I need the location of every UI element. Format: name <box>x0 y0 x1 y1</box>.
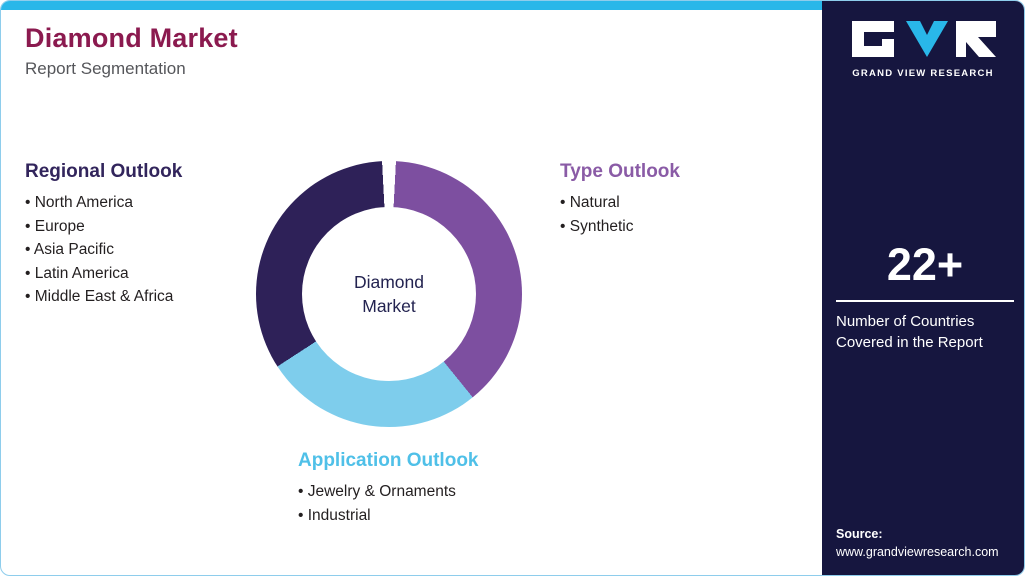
donut-center: Diamond Market <box>302 207 476 381</box>
header: Diamond Market Report Segmentation <box>25 23 238 79</box>
stat-value: 22+ <box>836 239 1014 302</box>
list-item: Europe <box>25 215 182 239</box>
brand-name: GRAND VIEW RESEARCH <box>852 68 994 79</box>
list-item: Latin America <box>25 262 182 286</box>
type-outlook-section: Type Outlook Natural Synthetic <box>560 161 680 238</box>
list-item: North America <box>25 191 182 215</box>
main-panel: Diamond Market Report Segmentation Regio… <box>1 1 822 575</box>
application-outlook-section: Application Outlook Jewelry & Ornaments … <box>298 450 479 527</box>
page-title: Diamond Market <box>25 23 238 53</box>
source-label: Source: <box>836 527 883 541</box>
countries-stat: 22+ Number of Countries Covered in the R… <box>836 239 1014 353</box>
sidebar: GRAND VIEW RESEARCH 22+ Number of Countr… <box>822 1 1024 575</box>
list-item: Middle East & Africa <box>25 285 182 309</box>
type-outlook-title: Type Outlook <box>560 161 680 182</box>
type-outlook-list: Natural Synthetic <box>560 191 680 238</box>
regional-outlook-title: Regional Outlook <box>25 161 183 182</box>
top-accent-bar <box>1 1 822 10</box>
application-outlook-title: Application Outlook <box>298 450 479 471</box>
list-item: Jewelry & Ornaments <box>298 480 479 504</box>
donut-center-label: Diamond Market <box>353 272 425 316</box>
source-url-link[interactable]: www.grandviewresearch.com <box>836 545 999 559</box>
stat-label: Number of Countries Covered in the Repor… <box>836 313 983 351</box>
logo: GRAND VIEW RESEARCH <box>822 19 1024 79</box>
source-block: Source: www.grandviewresearch.com <box>836 525 999 561</box>
regional-outlook-list: North America Europe Asia Pacific Latin … <box>25 191 182 309</box>
list-item: Natural <box>560 191 680 215</box>
donut-chart: Diamond Market <box>256 161 522 427</box>
list-item: Industrial <box>298 504 479 528</box>
page-subtitle: Report Segmentation <box>25 59 186 78</box>
regional-outlook-section: Regional Outlook North America Europe As… <box>25 161 182 309</box>
application-outlook-list: Jewelry & Ornaments Industrial <box>298 480 479 527</box>
list-item: Synthetic <box>560 215 680 239</box>
gvr-logo-icon <box>852 21 996 57</box>
list-item: Asia Pacific <box>25 238 182 262</box>
